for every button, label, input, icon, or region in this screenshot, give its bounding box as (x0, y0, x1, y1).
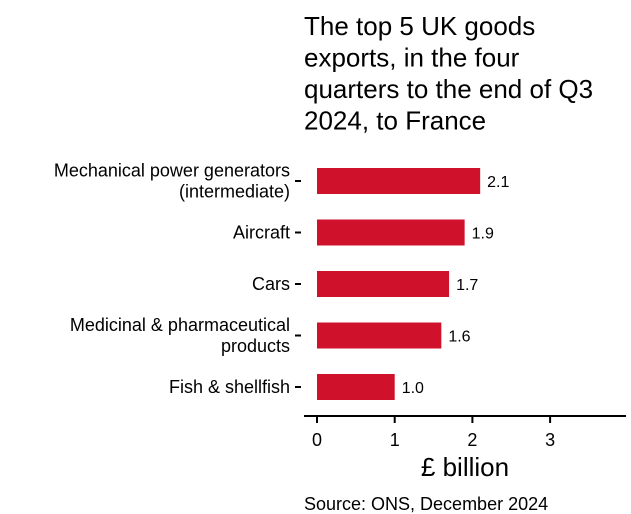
bar (317, 168, 481, 194)
x-tick-label: 1 (390, 430, 400, 450)
chart-title-line: quarters to the end of Q3 (304, 74, 593, 104)
category-label: products (221, 336, 290, 356)
value-labels: 2.1 1.9 1.7 1.6 1.0 (402, 174, 510, 397)
category-label: Mechanical power generators (54, 161, 290, 181)
x-axis-title: £ billion (421, 452, 509, 482)
chart-title-line: The top 5 UK goods (304, 11, 535, 41)
x-tick-label: 3 (545, 430, 555, 450)
category-label: Cars (252, 274, 290, 294)
value-label: 1.9 (472, 226, 494, 243)
bar (317, 219, 465, 246)
category-labels: Mechanical power generators(intermediate… (54, 161, 290, 398)
x-tick-label: 2 (467, 430, 477, 450)
value-label: 1.7 (456, 277, 478, 294)
x-tick-label: 0 (312, 430, 322, 450)
category-label: Aircraft (233, 223, 290, 243)
bar (317, 322, 442, 349)
y-axis-ticks (295, 180, 301, 388)
category-label: Fish & shellfish (169, 377, 290, 397)
chart-title-line: exports, in the four (304, 43, 520, 73)
category-label: (intermediate) (179, 182, 290, 202)
value-label: 1.0 (402, 380, 424, 397)
value-label: 1.6 (448, 329, 470, 346)
chart-title-line: 2024, to France (304, 106, 486, 136)
bar (317, 374, 395, 400)
source-note: Source: ONS, December 2024 (304, 494, 548, 514)
category-label: Medicinal & pharmaceutical (70, 315, 290, 335)
value-label: 2.1 (487, 174, 509, 191)
bars (317, 168, 481, 400)
x-axis-ticks: 0 1 2 3 (312, 417, 555, 450)
bar (317, 271, 450, 297)
